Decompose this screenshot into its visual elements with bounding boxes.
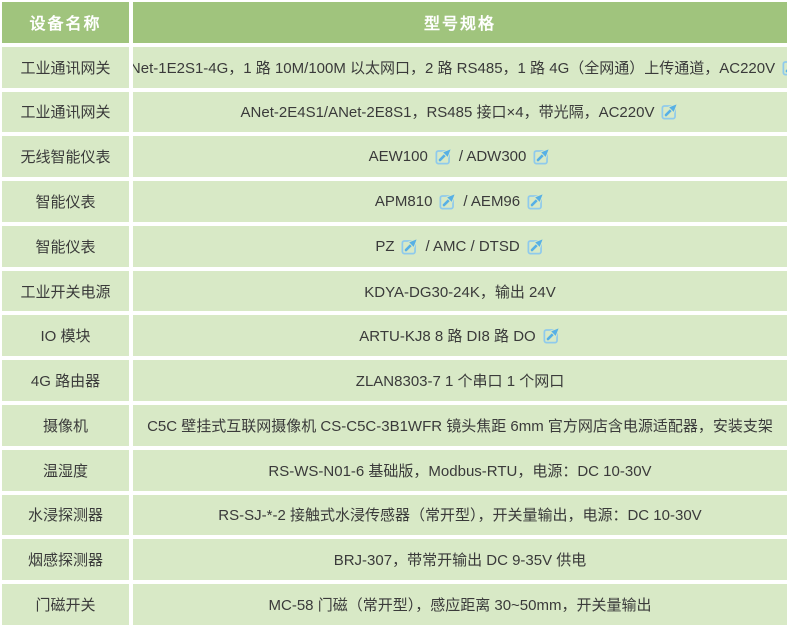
- device-name-cell: 4G 路由器: [2, 360, 129, 402]
- image-link-icon[interactable]: [781, 58, 787, 77]
- model-spec-cell: APM810 / AEM96: [133, 181, 787, 222]
- table-row: 温湿度 RS-WS-N01-6 基础版，Modbus-RTU，电源：DC 10-…: [2, 449, 787, 491]
- table-row: 水浸探测器 RS-SJ-*-2 接触式水浸传感器（常开型），开关量输出，电源：D…: [2, 494, 787, 536]
- table-row: 摄像机 C5C 壁挂式互联网摄像机 CS-C5C-3B1WFR 镜头焦距 6mm…: [2, 405, 787, 446]
- table-row: 工业通讯网关 ANet-2E4S1/ANet-2E8S1，RS485 接口×4，…: [2, 91, 787, 133]
- spec-text: / ADW300: [458, 148, 527, 166]
- spec-text: MC-58 门磁（常开型），感应距离 30~50mm，开关量输出: [268, 597, 652, 615]
- image-link-icon[interactable]: [434, 147, 453, 166]
- model-spec-cell: AEW100 / ADW300: [133, 136, 787, 178]
- spec-text: RS-WS-N01-6 基础版，Modbus-RTU，电源：DC 10-30V: [268, 462, 652, 480]
- spec-text: KDYA-DG30-24K，输出 24V: [364, 283, 556, 301]
- model-spec-cell: ARTU-KJ8 8 路 DI8 路 DO: [133, 315, 787, 357]
- model-spec-cell: RS-SJ-*-2 接触式水浸传感器（常开型），开关量输出，电源：DC 10-3…: [133, 494, 787, 536]
- table-row: 智能仪表 APM810 / AEM96: [2, 181, 787, 222]
- image-link-icon[interactable]: [526, 192, 545, 211]
- device-name-cell: 工业通讯网关: [2, 91, 129, 133]
- device-name-cell: 摄像机: [2, 405, 129, 446]
- model-spec-cell: MC-58 门磁（常开型），感应距离 30~50mm，开关量输出: [133, 584, 787, 625]
- spec-text: ARTU-KJ8 8 路 DI8 路 DO: [359, 328, 536, 346]
- header-device-name: 设备名称: [2, 2, 129, 43]
- model-spec-cell: KDYA-DG30-24K，输出 24V: [133, 270, 787, 312]
- device-name-cell: IO 模块: [2, 315, 129, 357]
- device-name-cell: 烟感探测器: [2, 539, 129, 581]
- model-spec-cell: RS-WS-N01-6 基础版，Modbus-RTU，电源：DC 10-30V: [133, 449, 787, 491]
- device-name-cell: 工业通讯网关: [2, 46, 129, 88]
- image-link-icon[interactable]: [542, 326, 561, 345]
- table-row: 智能仪表 PZ / AMC / DTSD: [2, 225, 787, 267]
- model-spec-cell: C5C 壁挂式互联网摄像机 CS-C5C-3B1WFR 镜头焦距 6mm 官方网…: [133, 405, 787, 446]
- device-name-cell: 门磁开关: [2, 584, 129, 625]
- spec-text: / AMC / DTSD: [425, 237, 520, 255]
- image-link-icon[interactable]: [438, 192, 457, 211]
- table-header-row: 设备名称 型号规格: [2, 2, 787, 43]
- spec-text: APM810: [374, 193, 433, 211]
- device-name-cell: 温湿度: [2, 449, 129, 491]
- table-row: 工业开关电源 KDYA-DG30-24K，输出 24V: [2, 270, 787, 312]
- model-spec-cell: ZLAN8303-7 1 个串口 1 个网口: [133, 360, 787, 402]
- table-row: 无线智能仪表 AEW100 / ADW300: [2, 136, 787, 178]
- table-row: IO 模块 ARTU-KJ8 8 路 DI8 路 DO: [2, 315, 787, 357]
- device-name-cell: 智能仪表: [2, 181, 129, 222]
- table-row: 烟感探测器 BRJ-307，带常开输出 DC 9-35V 供电: [2, 539, 787, 581]
- image-link-icon[interactable]: [400, 237, 419, 256]
- model-spec-cell: ANet-1E2S1-4G，1 路 10M/100M 以太网口，2 路 RS48…: [133, 46, 787, 88]
- spec-text: ANet-1E2S1-4G，1 路 10M/100M 以太网口，2 路 RS48…: [133, 59, 776, 77]
- table-row: 4G 路由器 ZLAN8303-7 1 个串口 1 个网口: [2, 360, 787, 402]
- device-name-cell: 水浸探测器: [2, 494, 129, 536]
- model-spec-cell: PZ / AMC / DTSD: [133, 225, 787, 267]
- device-name-cell: 智能仪表: [2, 225, 129, 267]
- model-spec-cell: ANet-2E4S1/ANet-2E8S1，RS485 接口×4，带光隔，AC2…: [133, 91, 787, 133]
- spec-text: PZ: [375, 237, 395, 255]
- spec-text: ZLAN8303-7 1 个串口 1 个网口: [355, 373, 565, 391]
- device-name-cell: 工业开关电源: [2, 270, 129, 312]
- image-link-icon[interactable]: [660, 102, 679, 121]
- model-spec-cell: BRJ-307，带常开输出 DC 9-35V 供电: [133, 539, 787, 581]
- image-link-icon[interactable]: [526, 237, 545, 256]
- header-model-spec: 型号规格: [133, 2, 787, 43]
- spec-text: BRJ-307，带常开输出 DC 9-35V 供电: [333, 552, 587, 570]
- spec-text: RS-SJ-*-2 接触式水浸传感器（常开型），开关量输出，电源：DC 10-3…: [218, 507, 702, 525]
- spec-text: C5C 壁挂式互联网摄像机 CS-C5C-3B1WFR 镜头焦距 6mm 官方网…: [147, 417, 773, 435]
- table-row: 工业通讯网关 ANet-1E2S1-4G，1 路 10M/100M 以太网口，2…: [2, 46, 787, 88]
- spec-text: ANet-2E4S1/ANet-2E8S1，RS485 接口×4，带光隔，AC2…: [240, 104, 655, 122]
- table-row: 门磁开关 MC-58 门磁（常开型），感应距离 30~50mm，开关量输出: [2, 584, 787, 625]
- image-link-icon[interactable]: [532, 147, 551, 166]
- spec-text: / AEM96: [463, 193, 521, 211]
- spec-text: AEW100: [368, 148, 428, 166]
- device-name-cell: 无线智能仪表: [2, 136, 129, 178]
